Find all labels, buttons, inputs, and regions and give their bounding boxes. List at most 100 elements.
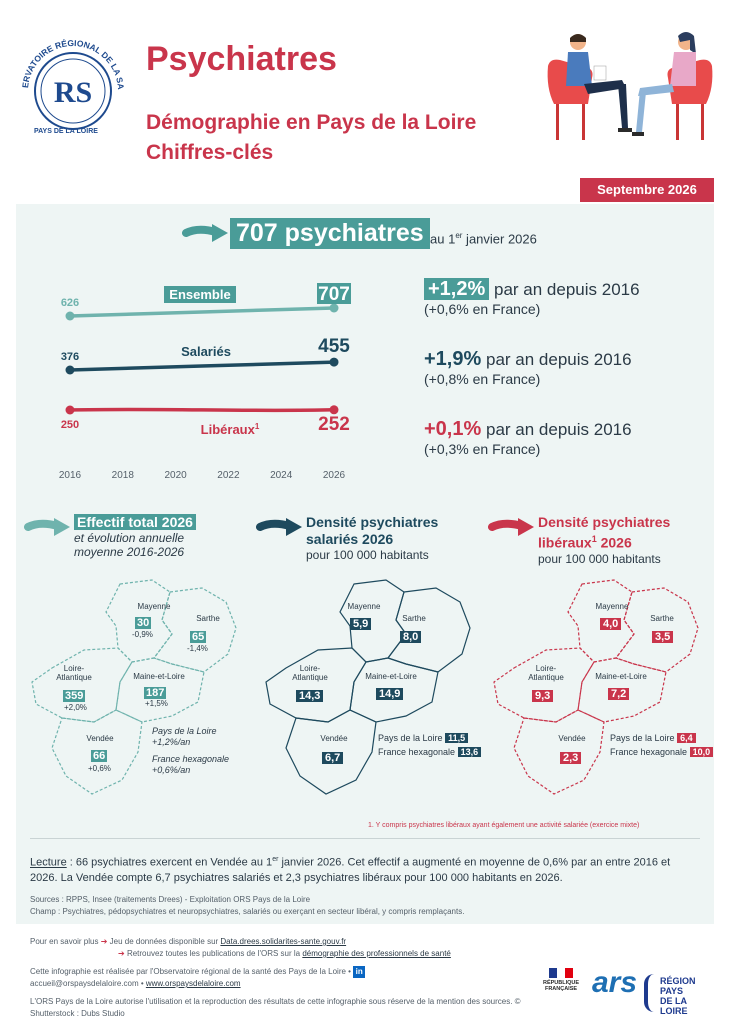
stat-text-liberaux: par an depuis 2016 — [481, 420, 632, 439]
website-link[interactable]: www.orspaysdelaloire.com — [145, 979, 241, 989]
map1-region-label: Pays de la Loire — [152, 726, 217, 736]
map2-dept-sarthe: Sarthe — [402, 614, 426, 623]
series-end-label-2: 252 — [318, 414, 350, 435]
headline-value: 707 psychiatres — [230, 218, 430, 249]
map3-outline — [493, 579, 699, 795]
map1-dept-vendee: Vendée — [86, 734, 114, 743]
series-point-end-2 — [329, 405, 339, 415]
stat-sub-salaries: (+0,8% en France) — [424, 371, 541, 387]
map1-value-sarthe: 65 — [190, 631, 207, 643]
map2-arrow-icon — [256, 518, 302, 536]
map1-evo-vendee: +0,6% — [88, 764, 111, 773]
sources-line-2: Champ : Psychiatres, pédopsychiatres et … — [30, 907, 465, 916]
map3-dept-vendee: Vendée — [558, 734, 586, 743]
x-tick-2024: 2024 — [270, 470, 293, 481]
email[interactable]: accueil@orspaysdelaloire.com — [30, 979, 139, 989]
map3-title-2: libéraux1 2026 — [538, 534, 632, 551]
series-end-label-0: 707 — [318, 284, 350, 305]
stat-text-salaries: par an depuis 2016 — [481, 350, 632, 369]
map1-value-maine-loire: 187 — [144, 687, 167, 699]
map3-value-mayenne: 4,0 — [600, 618, 622, 630]
series-point-start-1 — [65, 365, 75, 375]
map3-value-loire-atl: 9,3 — [532, 690, 554, 702]
series-name-0: Ensemble — [169, 287, 230, 302]
map1-dept-sarthe: Sarthe — [196, 614, 220, 623]
consultation-illustration — [547, 32, 713, 140]
x-tick-2018: 2018 — [112, 470, 135, 481]
map1-arrow-icon — [24, 518, 70, 536]
map2-value-mayenne: 5,9 — [350, 618, 372, 630]
subtitle-line-2: Chiffres-clés — [146, 141, 274, 164]
more-label: Pour en savoir plus — [30, 937, 99, 946]
ors-logo: RS OBSERVATOIRE RÉGIONAL DE LA SANTÉ — [14, 32, 126, 130]
series-name-2: Libéraux1 — [201, 422, 260, 437]
map2-dept-mayenne: Mayenne — [347, 602, 381, 611]
series-line-0 — [68, 306, 336, 318]
stat-block-salaries: +1,9% par an depuis 2016 (+0,8% en Franc… — [424, 348, 704, 387]
x-tick-2026: 2026 — [323, 470, 346, 481]
map1-value-loire-atl: 359 — [63, 690, 86, 702]
map3-header: Densité psychiatres libéraux1 2026 pour … — [538, 514, 708, 566]
map2-title-2: salariés 2026 — [306, 531, 394, 547]
stat-block-ensemble: +1,2% par an depuis 2016 (+0,6% en Franc… — [424, 278, 704, 317]
map1-dept-maine-loire: Maine-et-Loire — [133, 672, 185, 681]
map2-value-maine-loire: 14,9 — [376, 688, 404, 700]
series-line-2 — [68, 407, 336, 413]
page-subtitle: Démographie en Pays de la Loire Chiffres… — [146, 108, 476, 168]
series-end-label-bg-0 — [317, 283, 351, 304]
map2-dept-vendee: Vendée — [320, 734, 348, 743]
svg-text:RS: RS — [54, 76, 92, 109]
lecture-text: Lecture : 66 psychiatres exercent en Ven… — [30, 856, 671, 884]
footnote: 1. Y compris psychiatres libéraux ayant … — [368, 822, 640, 829]
map3-value-sarthe: 3,5 — [652, 631, 674, 643]
map3-arrow-icon — [488, 518, 534, 536]
series-point-start-0 — [65, 311, 75, 321]
region-logo-mark — [644, 974, 654, 1012]
map3-value-maine-loire: 7,2 — [608, 688, 630, 700]
map3-france: France hexagonale 10,0 — [610, 747, 714, 757]
map1-dept-mayenne: Mayenne — [137, 602, 171, 611]
stat-value-ensemble: +1,2% — [424, 278, 490, 300]
headline-date: au 1er janvier 2026 — [430, 231, 537, 247]
sources-line-1: Sources : RPPS, Insee (traitements Drees… — [30, 895, 311, 904]
map1-evo-maine-loire: +1,5% — [145, 699, 168, 708]
stat-sub-liberaux: (+0,3% en France) — [424, 441, 541, 457]
sources: Sources : RPPS, Insee (traitements Drees… — [30, 894, 700, 918]
map2-dept-maine-loire: Maine-et-Loire — [365, 672, 417, 681]
map2-region: Pays de la Loire 11,5 — [378, 733, 469, 743]
map2-dept-loire-atl: Loire- Atlantique — [292, 664, 328, 682]
map2-value-sarthe: 8,0 — [400, 631, 422, 643]
link-data-drees[interactable]: Data.drees.solidarites-sante.gouv.fr — [220, 937, 347, 946]
map3-dept-mayenne: Mayenne — [595, 602, 629, 611]
series-point-end-1 — [329, 357, 339, 367]
x-tick-2016: 2016 — [59, 470, 82, 481]
map3-region-label: Pays de la Loire — [610, 733, 675, 743]
subtitle-line-1: Démographie en Pays de la Loire — [146, 111, 477, 134]
stat-value-liberaux: +0,1% — [424, 418, 482, 440]
stat-text-ensemble: par an depuis 2016 — [489, 280, 640, 299]
map1-header: Effectif total 2026 et évolution annuell… — [74, 514, 244, 559]
region-logo: RÉGION PAYS DE LA LOIRE — [660, 976, 696, 1016]
series-start-label-2: 250 — [61, 419, 79, 431]
divider — [30, 838, 700, 839]
series-point-end-0 — [329, 303, 339, 313]
link-demographie[interactable]: démographie des professionnels de santé — [302, 949, 451, 958]
map1-evo-sarthe: -1,4% — [187, 644, 208, 653]
series-line-1 — [68, 360, 336, 372]
map1-evo-loire-atl: +2,0% — [64, 703, 87, 712]
date-badge: Septembre 2026 — [580, 178, 714, 202]
content-panel — [16, 204, 714, 924]
map3-title-1: Densité psychiatres — [538, 514, 671, 530]
map3-sub: pour 100 000 habitants — [538, 551, 661, 566]
map2-title-1: Densité psychiatres — [306, 514, 439, 530]
map1-sub-2: moyenne 2016-2026 — [74, 545, 185, 559]
map3-value-vendee: 2,3 — [560, 752, 582, 764]
map1-region-evo: +1,2%/an — [152, 737, 191, 747]
arrow-icon-1: ➔ — [100, 937, 110, 946]
stat-block-liberaux: +0,1% par an depuis 2016 (+0,3% en Franc… — [424, 418, 704, 457]
linkedin-icon[interactable]: in — [353, 966, 366, 978]
trend-line-chart: 626 707 Ensemble 376 455 Salariés 250 252 Libéra… — [59, 283, 351, 481]
series-end-label-1: 455 — [318, 336, 350, 357]
series-name-1: Salariés — [181, 344, 231, 359]
map2-sub: pour 100 000 habitants — [306, 548, 429, 562]
